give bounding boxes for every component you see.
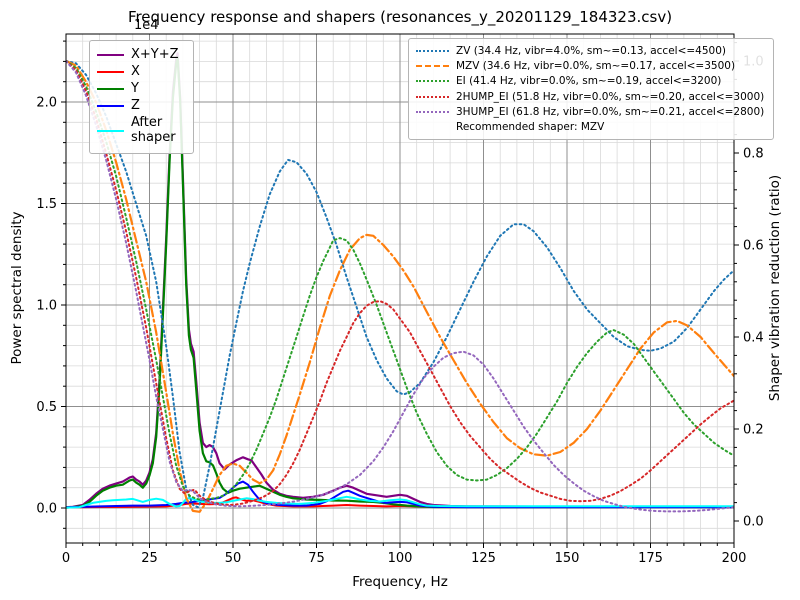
legend-item-xyz: X+Y+Z [97, 47, 183, 63]
y-left-tick-label: 1.5 [36, 197, 57, 212]
x-tick-label: 125 [471, 551, 496, 566]
legend-psd: X+Y+Z X Y Z After shaper [89, 40, 194, 154]
line-swatch-2hump_ei [416, 95, 449, 98]
series-x [66, 496, 734, 509]
axis-ticks [61, 40, 739, 548]
line-swatch-mzv [416, 65, 449, 68]
x-tick-label: 100 [388, 551, 413, 566]
line-swatch-z [97, 105, 124, 108]
y-right-tick-label: 0.8 [743, 147, 764, 162]
y-axis-label-right: Shaper vibration reduction (ratio) [767, 175, 783, 401]
x-tick-label: 0 [62, 551, 70, 566]
y-axis-label-left: Power spectral density [9, 211, 25, 364]
legend-shapers: ZV (34.4 Hz, vibr=4.0%, sm~=0.13, accel<… [408, 38, 775, 141]
line-swatch-zv [416, 50, 449, 53]
x-tick-label: 175 [638, 551, 663, 566]
legend-label-z: Z [131, 97, 140, 113]
series-xyz [66, 52, 734, 509]
y-left-tick-label: 1.0 [36, 299, 57, 314]
legend-item-z: Z [97, 97, 183, 114]
legend-item-ei: EI (41.4 Hz, vibr=0.0%, sm~=0.19, accel<… [416, 74, 764, 88]
series-3hump_ei [66, 60, 734, 513]
legend-label-after_shaper: After shaper [131, 114, 176, 145]
line-swatch-ei [416, 80, 449, 83]
legend-label-xyz: X+Y+Z [131, 47, 179, 62]
y-left-tick-label: 2.0 [36, 96, 57, 111]
series-ei [66, 60, 734, 501]
legend-label-mzv: MZV (34.6 Hz, vibr=0.0%, sm~=0.17, accel… [456, 60, 736, 73]
legend-label-x: X [131, 63, 140, 79]
x-tick-label: 200 [722, 551, 747, 566]
y-right-tick-label: 0.2 [743, 423, 764, 438]
legend-item-y: Y [97, 80, 183, 97]
y-right-tick-label: 0.4 [743, 331, 764, 346]
x-tick-label: 50 [225, 551, 242, 566]
line-swatch-3hump_ei [416, 110, 449, 113]
y-left-tick-label: 0.5 [36, 400, 57, 415]
series-after_shaper [66, 495, 734, 509]
legend-item-zv: ZV (34.4 Hz, vibr=4.0%, sm~=0.13, accel<… [416, 44, 764, 58]
legend-item-3hump_ei: 3HUMP_EI (61.8 Hz, vibr=0.0%, sm~=0.21, … [416, 105, 764, 119]
line-swatch-y [97, 88, 124, 91]
legend-label-2hump_ei: 2HUMP_EI (51.8 Hz, vibr=0.0%, sm~=0.20, … [456, 90, 765, 103]
y-right-tick-label: 0.6 [743, 239, 764, 254]
x-tick-label: 75 [308, 551, 325, 566]
legend-item-after_shaper: After shaper [97, 114, 183, 146]
y-axis-offset-text: 1e4 [134, 18, 159, 33]
x-tick-label: 25 [141, 551, 158, 566]
legend-item-mzv: MZV (34.6 Hz, vibr=0.0%, sm~=0.17, accel… [416, 59, 764, 73]
y-left-tick-label: 0.0 [36, 502, 57, 517]
legend-label-3hump_ei: 3HUMP_EI (61.8 Hz, vibr=0.0%, sm~=0.21, … [456, 105, 765, 118]
x-axis-label: Frequency, Hz [352, 574, 448, 590]
legend-recommended-shaper: Recommended shaper: MZV [456, 120, 605, 133]
series-mzv [66, 59, 734, 513]
legend-label-zv: ZV (34.4 Hz, vibr=4.0%, sm~=0.13, accel<… [456, 45, 726, 57]
line-swatch-x [97, 71, 124, 74]
legend-label-ei: EI (41.4 Hz, vibr=0.0%, sm~=0.19, accel<… [456, 75, 722, 88]
legend-label-y: Y [131, 80, 139, 96]
legend-item-x: X [97, 63, 183, 80]
line-swatch-after_shaper [97, 129, 124, 132]
legend-item-2hump_ei: 2HUMP_EI (51.8 Hz, vibr=0.0%, sm~=0.20, … [416, 90, 764, 104]
y-right-tick-label: 0.0 [743, 515, 764, 530]
line-swatch-xyz [97, 54, 124, 57]
chart-title: Frequency response and shapers (resonanc… [128, 8, 672, 27]
series-y [66, 56, 734, 509]
x-tick-label: 150 [555, 551, 580, 566]
